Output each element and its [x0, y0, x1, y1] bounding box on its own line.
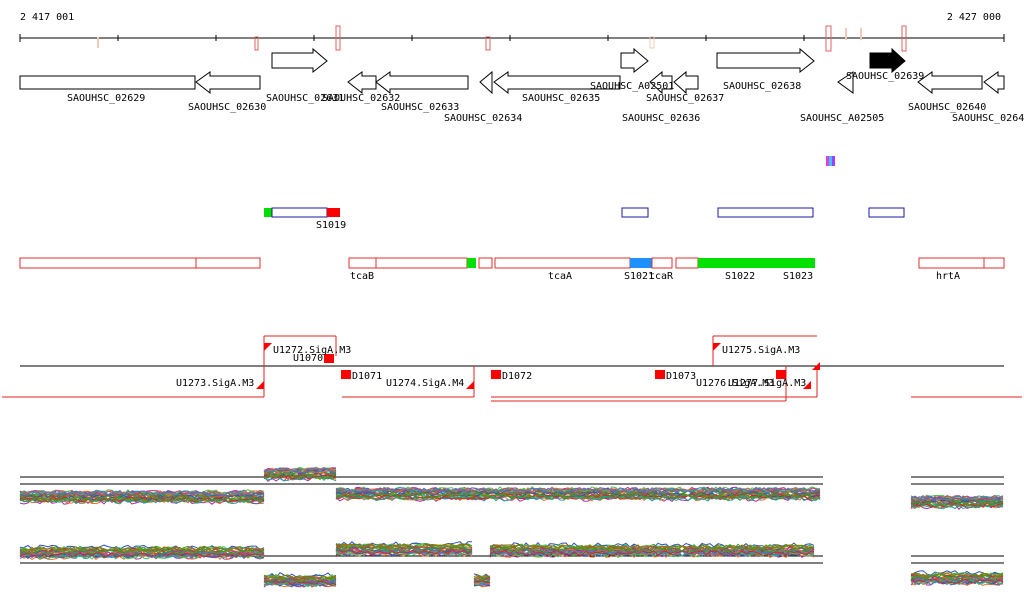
expression-line [19, 475, 1004, 510]
promoter-label: D1072 [502, 371, 532, 382]
gene-arrow-02634 [479, 70, 493, 95]
operon-label: tcaR [649, 271, 674, 282]
gene-labels: SAOUHSC_02629 SAOUHSC_02630 SAOUHSC_0263… [67, 71, 1024, 124]
gene-label: SAOUHSC_A02501 [590, 81, 674, 92]
promoter-label: U1273.SigA.M3 [176, 378, 254, 389]
gene-arrow-02631 [271, 47, 328, 74]
operon-label: S1022 [725, 271, 755, 282]
operon-labels: tcaB tcaA S1021 tcaR S1022 S1023 hrtA [350, 271, 960, 282]
expression-line [19, 471, 1004, 506]
gene-label: SAOUHSC_02631 [266, 93, 344, 104]
expression-track-1 [19, 466, 1004, 511]
operon-label: S1021 [624, 271, 654, 282]
gene-arrow-02641 [983, 71, 1005, 95]
ruler-end-coordinate: 2 427 000 [946, 12, 1001, 23]
expression-line [19, 473, 1004, 508]
expression-line [19, 545, 1004, 583]
expression-line [19, 471, 1004, 506]
multicolor-marker [826, 156, 835, 166]
expression-line [19, 543, 1004, 581]
expression-line [19, 474, 1004, 508]
promoter-label: U1275.SigA.M3 [722, 345, 800, 356]
promoter-label: D1073 [666, 371, 696, 382]
operon-track [19, 257, 1005, 269]
promoter-label: U1276.SigA.M3 [696, 378, 774, 389]
gene-label: SAOUHSC_02636 [622, 113, 700, 124]
gene-track [19, 47, 1005, 95]
s-feature-track: S1019 [264, 207, 905, 231]
gene-label: SAOUHSC_02640 [908, 102, 986, 113]
gene-arrow-02637 [673, 70, 699, 95]
gene-arrow-02629 [19, 75, 196, 90]
gene-arrow-02632 [347, 71, 377, 95]
expression-track-2 [19, 541, 1004, 588]
gene-label: SAOUHSC_02639 [846, 71, 924, 82]
gene-label: SAOUHSC_02635 [522, 93, 600, 104]
gene-arrow-A02505 [837, 71, 854, 94]
gene-arrow-A02501 [620, 47, 649, 74]
gene-label: SAOUHSC_02641 [952, 113, 1024, 124]
gene-arrow-02635 [493, 71, 621, 95]
gene-arrow-02639 [869, 47, 906, 74]
promoter-label: U1274.SigA.M4 [386, 378, 464, 389]
ruler-start-coordinate: 2 417 001 [20, 12, 75, 23]
gene-label: SAOUHSC_02634 [444, 113, 522, 124]
gene-arrow-02633 [375, 71, 469, 95]
gene-label: SAOUHSC_A02505 [800, 113, 884, 124]
promoter-label: D1071 [352, 371, 382, 382]
gene-arrow-02640 [917, 71, 983, 95]
expression-line [19, 467, 1004, 501]
ruler-markers [97, 25, 907, 52]
gene-arrow-02636 [649, 70, 673, 95]
expression-line [19, 466, 1004, 501]
ruler-track [19, 25, 1005, 52]
gene-label: SAOUHSC_02637 [646, 93, 724, 104]
promoter-label: U1277.SigA.M3 [728, 378, 806, 389]
promoter-label: U1272.SigA.M3 [273, 345, 351, 356]
gene-label: SAOUHSC_02632 [322, 93, 400, 104]
operon-label: tcaA [548, 271, 572, 282]
operon-label: S1023 [783, 271, 813, 282]
s-feature-label: S1019 [316, 220, 346, 231]
gene-label: SAOUHSC_02629 [67, 93, 145, 104]
gene-arrow-02638 [716, 47, 815, 74]
gene-arrow-02630 [195, 71, 261, 95]
expression-line [19, 473, 1004, 507]
expression-lines-1 [19, 466, 1004, 511]
gene-label: SAOUHSC_02633 [381, 102, 459, 113]
expression-lines-2 [19, 541, 1004, 588]
promoter-label: U1070 [293, 353, 323, 364]
promoter-track: U1272.SigA.M3 U1070 U1273.SigA.M3 D1071 … [2, 335, 1022, 402]
gene-label: SAOUHSC_02630 [188, 102, 266, 113]
operon-label: tcaB [350, 271, 374, 282]
operon-label: hrtA [936, 271, 960, 282]
gene-label: SAOUHSC_02638 [723, 81, 801, 92]
